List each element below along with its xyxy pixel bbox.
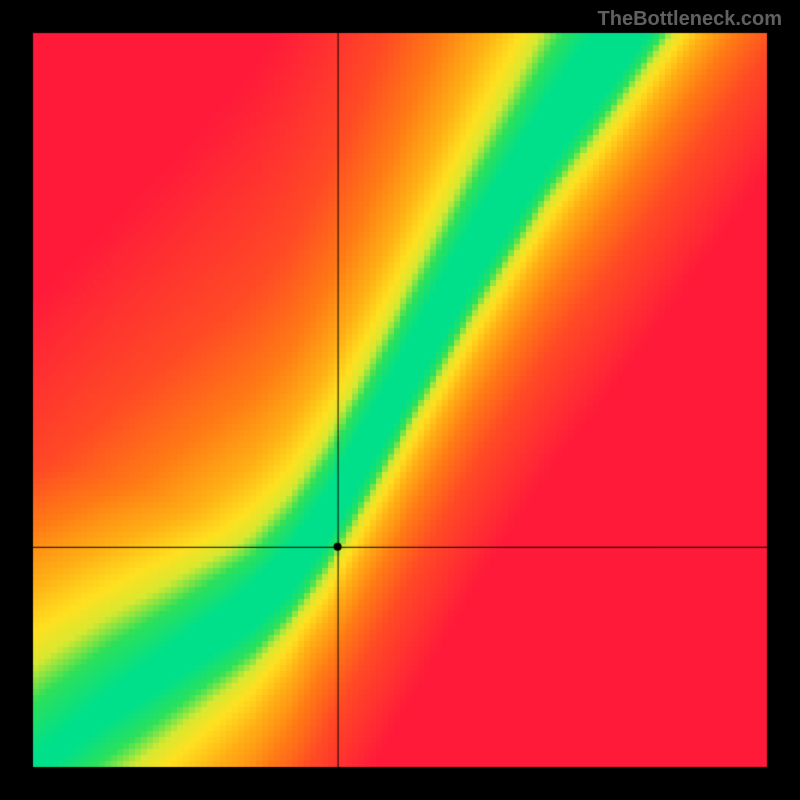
heatmap-canvas xyxy=(0,0,800,800)
watermark-text: TheBottleneck.com xyxy=(598,8,782,31)
chart-container: TheBottleneck.com xyxy=(0,0,800,800)
